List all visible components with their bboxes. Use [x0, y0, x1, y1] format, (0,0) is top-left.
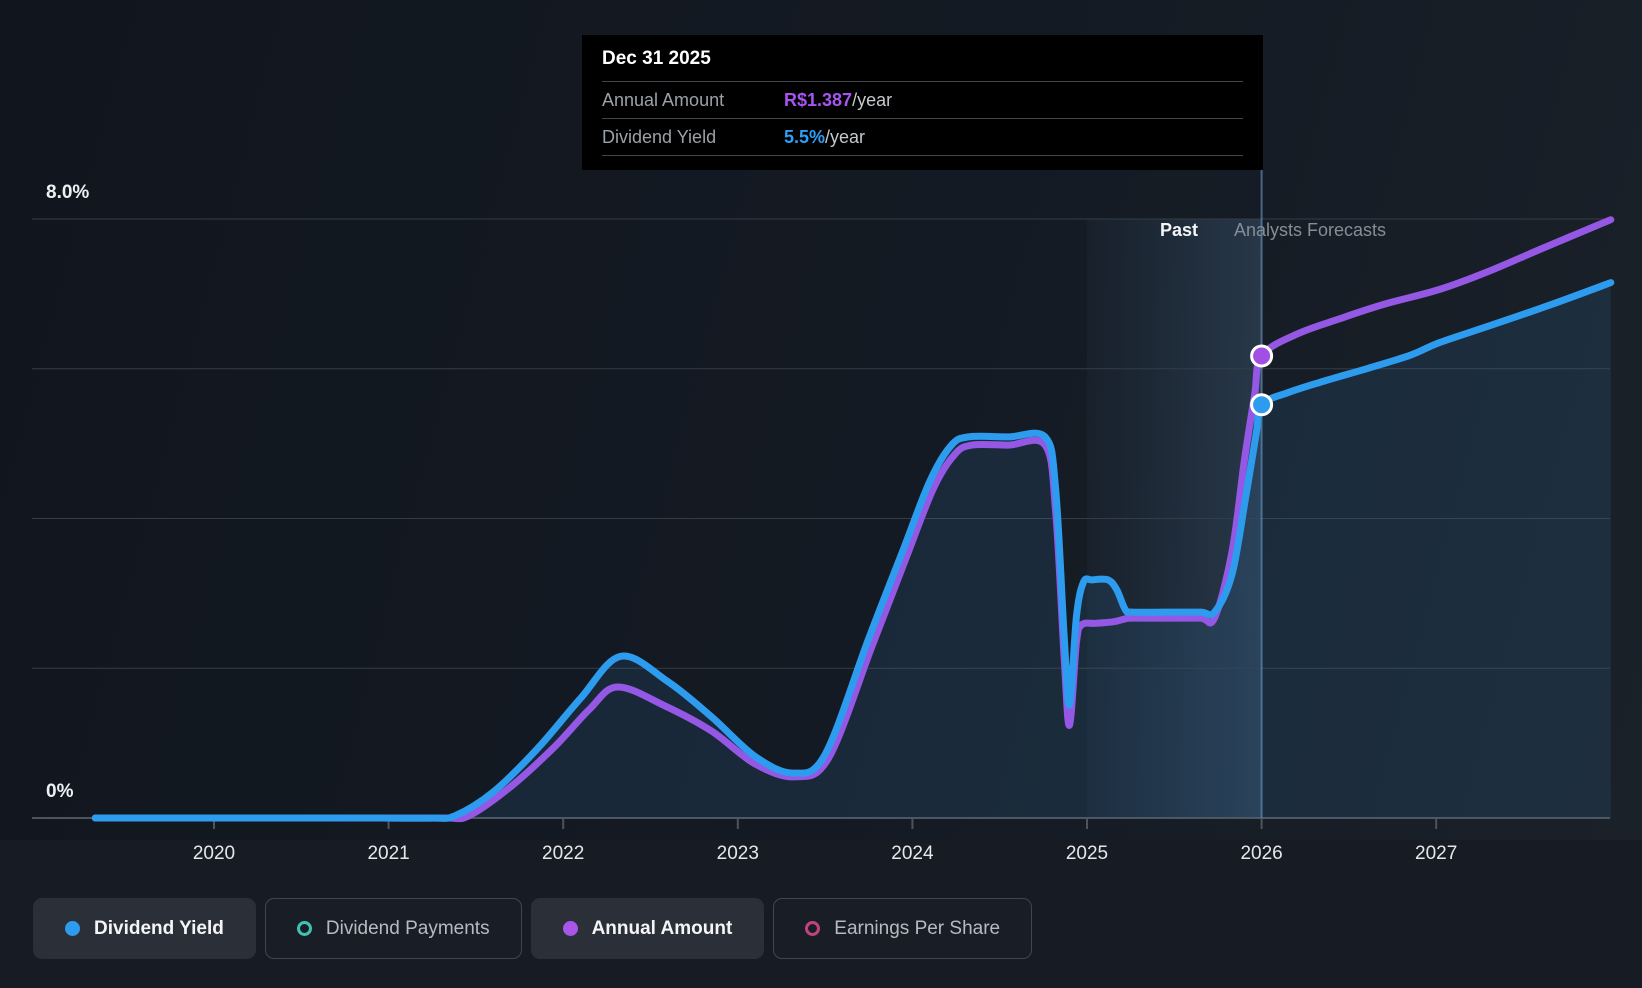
area-fill-dividend-yield — [95, 282, 1611, 819]
legend-chip-earnings-per-share[interactable]: Earnings Per Share — [773, 898, 1033, 959]
earnings-per-share-ring-icon — [805, 921, 821, 936]
marker-dividend-yield — [1250, 393, 1274, 417]
legend-chip-label: Earnings Per Share — [834, 917, 1001, 939]
x-axis-label-2027: 2027 — [1415, 843, 1458, 864]
marker-annual-amount — [1250, 344, 1274, 368]
x-axis-label-2024: 2024 — [891, 843, 934, 864]
chart-legend: Dividend Yield Dividend Payments Annual Am… — [33, 898, 1033, 959]
annual-amount-dot-icon — [562, 921, 578, 936]
x-axis-label-2021: 2021 — [367, 843, 410, 864]
x-axis-label-2026: 2026 — [1240, 843, 1283, 864]
legend-chip-annual-amount[interactable]: Annual Amount — [530, 898, 765, 959]
tooltip-row-label: Annual Amount — [602, 89, 725, 110]
x-axis-label-2020: 2020 — [192, 843, 236, 864]
past-zone-label: Past — [1159, 220, 1198, 240]
y-axis-label-bottom: 0% — [46, 781, 74, 802]
legend-chip-dividend-yield[interactable]: Dividend Yield — [33, 898, 256, 959]
tooltip-row-value: R$1.387 — [784, 89, 853, 110]
x-axis-label-2023: 2023 — [716, 843, 759, 864]
tooltip-row-value: 5.5% — [784, 126, 826, 147]
dividend-yield-dot-icon — [65, 921, 80, 936]
y-axis-label-top: 8.0% — [46, 182, 90, 203]
tooltip-row-label: Dividend Yield — [602, 126, 717, 147]
forecast-zone-label: Analysts Forecasts — [1234, 220, 1387, 240]
dividend-payments-ring-icon — [296, 921, 312, 936]
x-axis-label-2022: 2022 — [542, 843, 585, 864]
tooltip-row-suffix: /year — [852, 89, 893, 110]
chart-tooltip: Dec 31 2025 Annual Amount R$1.387/year Div… — [582, 35, 1263, 170]
tooltip-date: Dec 31 2025 — [602, 35, 1243, 82]
legend-chip-dividend-payments[interactable]: Dividend Payments — [264, 898, 522, 959]
x-axis-label-2025: 2025 — [1065, 843, 1109, 864]
tooltip-row-dividend-yield: Dividend Yield 5.5%/year — [602, 119, 1243, 156]
legend-chip-label: Annual Amount — [591, 917, 733, 939]
legend-chip-label: Dividend Yield — [94, 917, 224, 939]
tooltip-row-annual-amount: Annual Amount R$1.387/year — [602, 82, 1243, 119]
tooltip-row-suffix: /year — [825, 126, 866, 147]
legend-chip-label: Dividend Payments — [325, 917, 490, 939]
